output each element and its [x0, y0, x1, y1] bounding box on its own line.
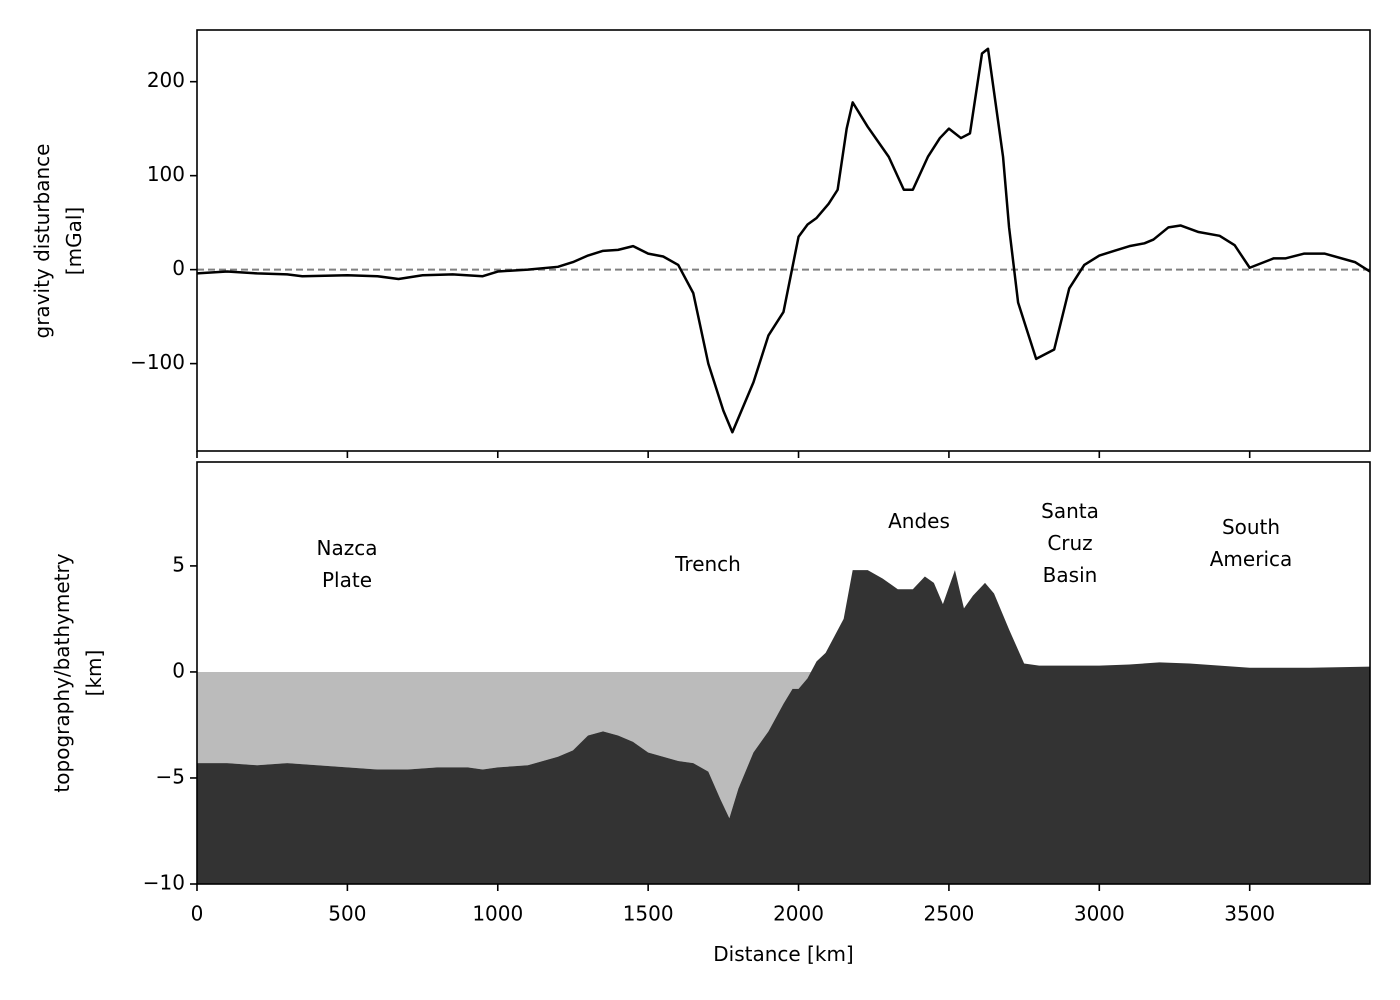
annotation: Trench — [675, 552, 741, 576]
x-tick-label: 2000 — [773, 902, 824, 926]
annotation: Nazca Plate — [316, 536, 378, 592]
annotation: Santa Cruz Basin — [1041, 499, 1099, 587]
annotation: Andes — [888, 509, 950, 533]
annotation: South America — [1209, 515, 1293, 571]
y-tick-label: 100 — [147, 162, 185, 186]
topography-area — [197, 570, 1370, 884]
x-tick-label: 3500 — [1224, 902, 1275, 926]
y-tick-label: −10 — [143, 871, 185, 895]
axes-frame — [196, 461, 1371, 885]
y-tick-label: 5 — [172, 552, 185, 576]
x-tick-label: 1500 — [623, 902, 674, 926]
y-tick-label: −100 — [130, 350, 185, 374]
y-tick-label: 0 — [172, 256, 185, 280]
axes-frame — [196, 29, 1371, 452]
x-axis-label: Distance [km] — [713, 942, 854, 966]
x-tick-label: 3000 — [1074, 902, 1125, 926]
y-axis-label: topography/bathymetry [km] — [50, 553, 106, 793]
y-tick-label: −5 — [156, 764, 185, 788]
gravity-line — [196, 47, 1371, 434]
water-area — [197, 671, 1370, 819]
x-tick-label: 2500 — [923, 902, 974, 926]
y-tick-label: 0 — [172, 658, 185, 682]
x-tick-label: 0 — [191, 902, 204, 926]
y-tick-label: 200 — [147, 68, 185, 92]
y-axis-label: gravity disturbance [mGal] — [30, 143, 86, 338]
x-tick-label: 1000 — [472, 902, 523, 926]
x-tick-label: 500 — [328, 902, 366, 926]
